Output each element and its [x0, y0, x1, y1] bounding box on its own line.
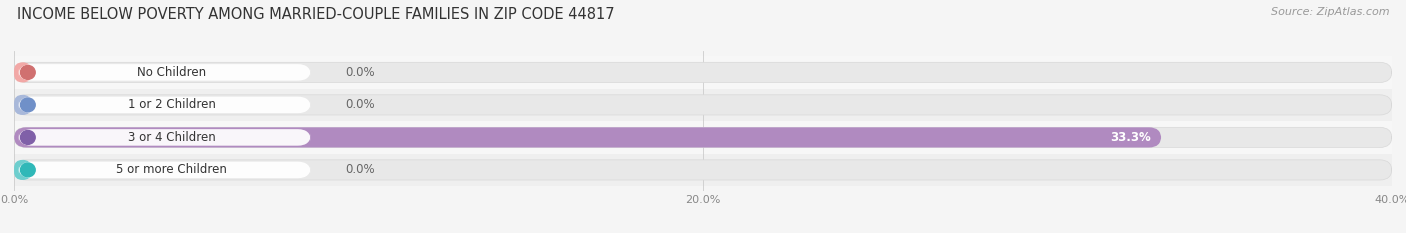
FancyBboxPatch shape: [18, 162, 311, 178]
FancyBboxPatch shape: [14, 95, 31, 115]
FancyBboxPatch shape: [14, 127, 1392, 147]
Circle shape: [21, 130, 35, 144]
Text: 0.0%: 0.0%: [346, 66, 375, 79]
Text: 33.3%: 33.3%: [1111, 131, 1152, 144]
FancyBboxPatch shape: [18, 64, 311, 81]
FancyBboxPatch shape: [14, 160, 31, 180]
Text: 3 or 4 Children: 3 or 4 Children: [128, 131, 215, 144]
FancyBboxPatch shape: [14, 160, 1392, 180]
Text: 1 or 2 Children: 1 or 2 Children: [128, 98, 215, 111]
FancyBboxPatch shape: [14, 89, 1392, 121]
Text: Source: ZipAtlas.com: Source: ZipAtlas.com: [1271, 7, 1389, 17]
Text: 0.0%: 0.0%: [346, 98, 375, 111]
Text: No Children: No Children: [136, 66, 207, 79]
Text: INCOME BELOW POVERTY AMONG MARRIED-COUPLE FAMILIES IN ZIP CODE 44817: INCOME BELOW POVERTY AMONG MARRIED-COUPL…: [17, 7, 614, 22]
FancyBboxPatch shape: [14, 95, 1392, 115]
FancyBboxPatch shape: [14, 62, 31, 82]
Circle shape: [21, 163, 35, 177]
Circle shape: [21, 98, 35, 112]
Text: 0.0%: 0.0%: [346, 163, 375, 176]
FancyBboxPatch shape: [18, 97, 311, 113]
Text: 5 or more Children: 5 or more Children: [117, 163, 226, 176]
FancyBboxPatch shape: [14, 121, 1392, 154]
Circle shape: [21, 65, 35, 79]
FancyBboxPatch shape: [14, 62, 1392, 82]
FancyBboxPatch shape: [14, 56, 1392, 89]
FancyBboxPatch shape: [14, 154, 1392, 186]
FancyBboxPatch shape: [14, 127, 1161, 147]
FancyBboxPatch shape: [18, 129, 311, 146]
